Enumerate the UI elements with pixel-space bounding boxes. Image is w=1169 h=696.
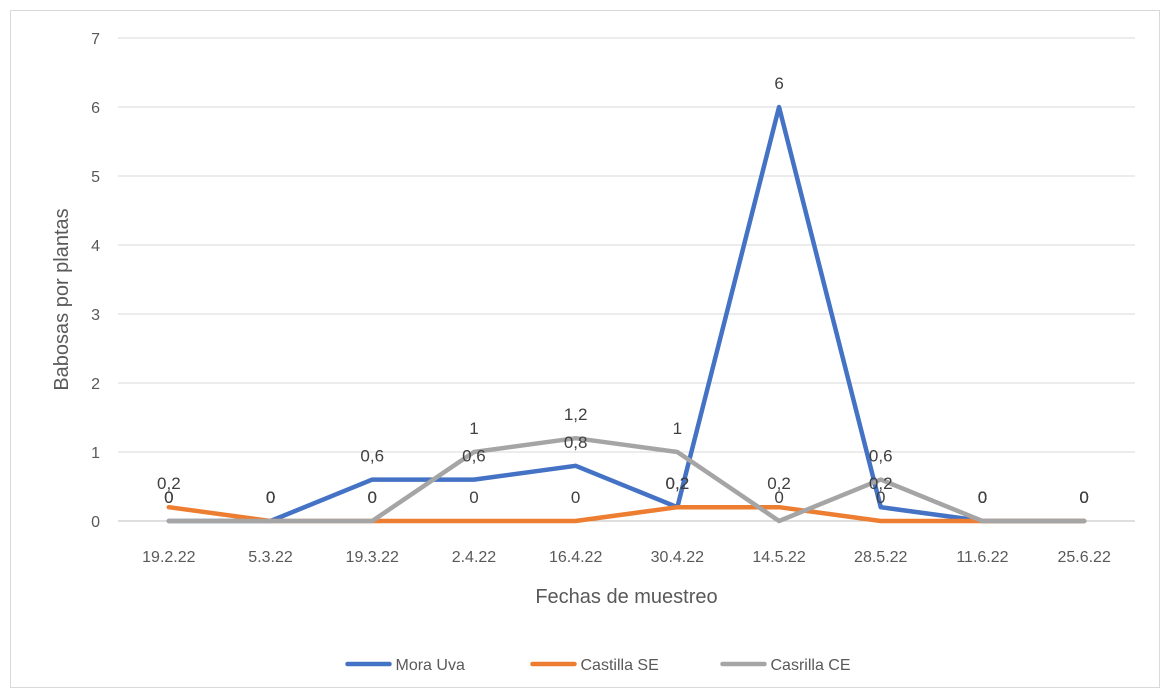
data-label: 6 [774, 74, 783, 93]
data-label: 0 [164, 488, 173, 507]
data-label: 0,2 [869, 474, 893, 493]
series-line-mora-uva [166, 104, 1087, 524]
data-label: 0 [266, 488, 275, 507]
gridlines [118, 37, 1135, 522]
data-label: 0 [876, 488, 885, 507]
data-label: 0,2 [666, 474, 690, 493]
data-label: 0 [1079, 488, 1088, 507]
data-label: 0 [571, 488, 580, 507]
y-tick-label: 2 [91, 376, 100, 393]
data-label: 0 [774, 488, 783, 507]
series-lines [166, 104, 1087, 524]
data-label: 1 [673, 419, 682, 438]
data-label: 0 [368, 488, 377, 507]
x-axis-title: Fechas de muestreo [535, 586, 717, 608]
legend-label: Casrilla CE [771, 657, 851, 674]
legend-label: Castilla SE [581, 657, 659, 674]
legend: Mora Uva Castilla SE Casrilla CE [345, 657, 851, 674]
data-label: 0 [978, 488, 987, 507]
data-label: 0 [266, 488, 275, 507]
x-tick-label: 14.5.22 [752, 549, 805, 566]
data-label: 0,2 [767, 474, 791, 493]
data-label: 0 [1079, 488, 1088, 507]
x-tick-labels: 19.2.22 5.3.22 19.3.22 2.4.22 16.4.22 30.4.22… [142, 549, 1111, 566]
x-tick-label: 28.5.22 [854, 549, 907, 566]
data-label: 0,6 [869, 447, 893, 466]
data-label: 0 [978, 488, 987, 507]
data-label: 0,8 [564, 433, 588, 452]
x-tick-label: 30.4.22 [651, 549, 704, 566]
data-label: 0 [469, 488, 478, 507]
data-label: 0,6 [462, 447, 486, 466]
data-label: 0 [266, 488, 275, 507]
series-line-casrilla-ce [166, 435, 1087, 524]
y-axis-title: Babosas por plantas [51, 208, 73, 390]
data-label: 0 [978, 488, 987, 507]
y-tick-label: 5 [91, 169, 100, 186]
y-tick-label: 3 [91, 307, 100, 324]
data-label: 1,2 [564, 405, 588, 424]
chart-frame [10, 10, 1160, 688]
data-labels: 0 00,6 0,60,80,260,20 00,20 0 0 00,2 0,20 0 00 0 01… [157, 74, 1089, 507]
data-label: 0,2 [157, 474, 181, 493]
y-tick-label: 6 [91, 100, 100, 117]
data-label: 0 [164, 488, 173, 507]
y-tick-labels: 0 1 2 3 4 5 6 7 [91, 31, 100, 531]
x-tick-label: 16.4.22 [549, 549, 602, 566]
data-label: 0,6 [360, 447, 384, 466]
x-tick-label: 5.3.22 [248, 549, 293, 566]
x-tick-label: 19.2.22 [142, 549, 195, 566]
y-tick-label: 4 [91, 238, 100, 255]
data-label: 0 [368, 488, 377, 507]
x-tick-label: 11.6.22 [956, 549, 1008, 566]
y-tick-label: 1 [91, 445, 100, 462]
x-tick-label: 25.6.22 [1057, 549, 1110, 566]
legend-label: Mora Uva [396, 657, 465, 674]
data-label: 0,2 [666, 474, 690, 493]
x-tick-label: 2.4.22 [452, 549, 497, 566]
x-tick-label: 19.3.22 [346, 549, 399, 566]
y-tick-label: 7 [91, 31, 100, 48]
data-label: 1 [469, 419, 478, 438]
data-label: 0 [1079, 488, 1088, 507]
y-tick-label: 0 [91, 514, 100, 531]
